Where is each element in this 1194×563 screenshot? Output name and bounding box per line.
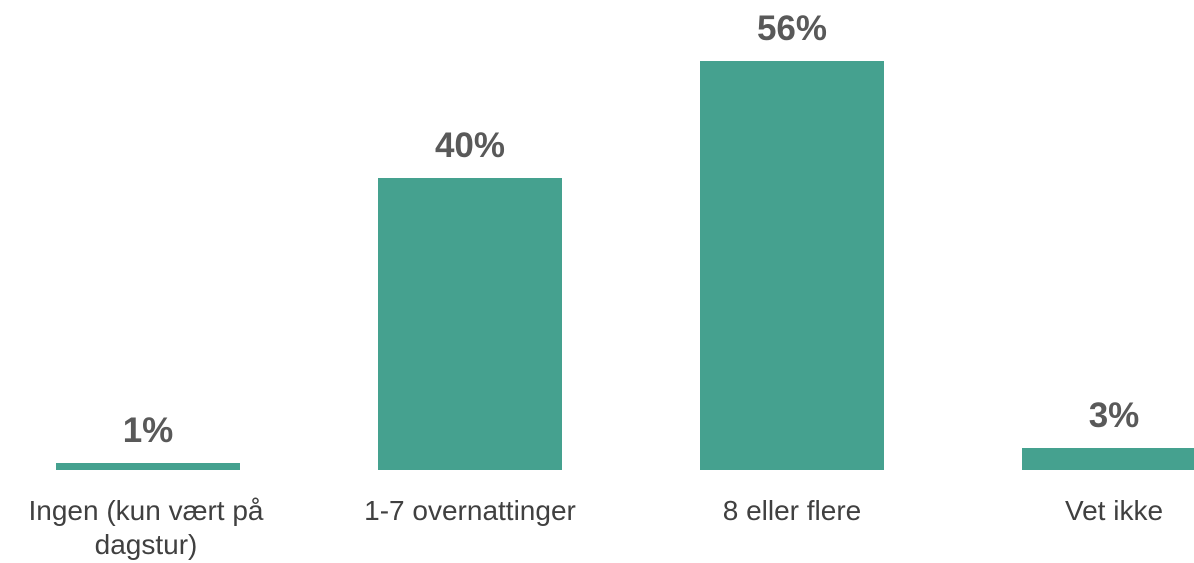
category-label-3: 8 eller flere <box>722 495 862 526</box>
data-label-3: 56% <box>756 9 828 48</box>
bar-1 <box>56 463 240 470</box>
bar-4 <box>1022 448 1194 470</box>
category-label-4: Vet ikke <box>1064 495 1164 526</box>
category-label-1: Ingen (kun vært på dagstur) <box>28 495 264 560</box>
bar-2 <box>378 178 562 470</box>
category-label-2: 1-7 overnattinger <box>364 495 576 526</box>
data-label-1: 1% <box>122 411 174 450</box>
bar-3 <box>700 61 884 470</box>
data-label-2: 40% <box>434 126 506 165</box>
data-label-4: 3% <box>1088 396 1140 435</box>
